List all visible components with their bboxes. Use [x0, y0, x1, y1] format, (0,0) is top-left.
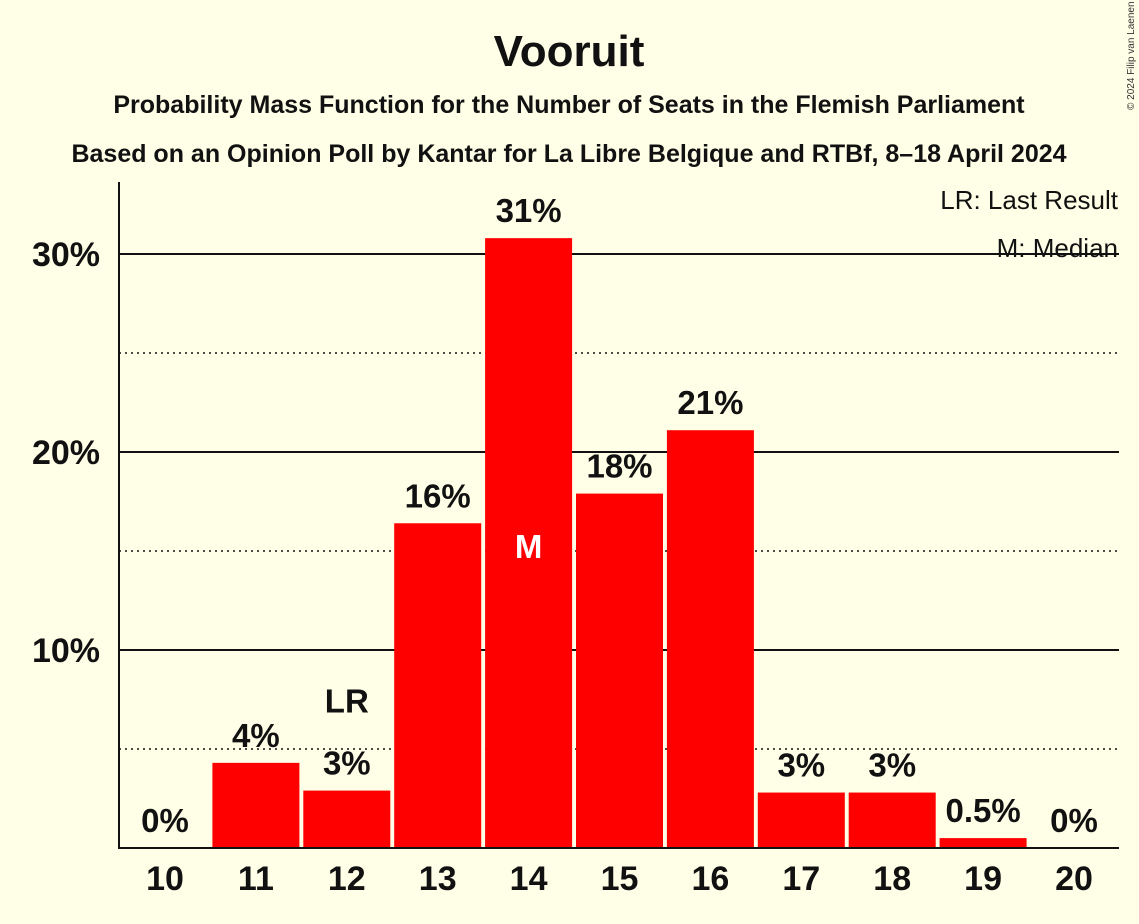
- bar-18: [848, 792, 936, 848]
- x-tick-label: 19: [964, 860, 1002, 898]
- x-tick-label: 15: [601, 860, 639, 898]
- legend-median: M: Median: [997, 233, 1118, 263]
- x-tick-label: 18: [873, 860, 911, 898]
- y-tick-label: 30%: [32, 236, 100, 274]
- data-label: 0.5%: [945, 792, 1020, 829]
- x-tick-label: 16: [691, 860, 729, 898]
- data-label: 0%: [141, 802, 189, 839]
- bar-17: [757, 792, 845, 848]
- y-tick-label: 10%: [32, 632, 100, 670]
- x-tick-label: 11: [238, 860, 274, 898]
- bar-15: [576, 493, 663, 848]
- x-tick-label: 12: [328, 860, 366, 898]
- bars-group: [212, 238, 1027, 848]
- x-tick-label: 17: [782, 860, 820, 898]
- x-tick-label: 10: [146, 860, 184, 898]
- bar-11: [212, 762, 300, 848]
- x-tick-label: 20: [1055, 860, 1093, 898]
- value-labels-group: 0% 4% 3% LR 16% 31% M 18% 21% 3% 3% 0.5% 0%: [141, 192, 1098, 839]
- x-tick-label: 14: [510, 860, 548, 898]
- bar-14: [485, 238, 573, 848]
- last-result-marker: LR: [325, 683, 369, 720]
- median-marker: M: [515, 528, 543, 565]
- data-label: 16%: [405, 477, 471, 514]
- data-label: 21%: [677, 384, 743, 421]
- bar-19: [939, 838, 1027, 848]
- bar-16: [666, 430, 754, 848]
- legend-last-result: LR: Last Result: [940, 185, 1119, 215]
- chart-subtitle-source: Based on an Opinion Poll by Kantar for L…: [71, 140, 1066, 168]
- data-label: 4%: [232, 717, 280, 754]
- bar-12: [303, 790, 391, 848]
- data-label: 3%: [323, 745, 371, 782]
- data-label: 3%: [868, 747, 916, 784]
- data-label: 0%: [1050, 802, 1098, 839]
- copyright-notice: © 2024 Filip van Laenen: [1126, 1, 1137, 110]
- data-label: 31%: [496, 192, 562, 229]
- y-tick-label: 20%: [32, 434, 100, 472]
- x-tick-label: 13: [419, 860, 457, 898]
- chart-title: Vooruit: [494, 27, 645, 76]
- y-axis-ticks: 10% 20% 30%: [32, 236, 100, 670]
- bar-13: [394, 523, 482, 848]
- data-label: 3%: [777, 747, 825, 784]
- x-axis-ticks: 10 11 12 13 14 15 16 17 18 19 20: [146, 860, 1093, 898]
- chart-subtitle: Probability Mass Function for the Number…: [113, 91, 1025, 119]
- data-label: 18%: [586, 448, 652, 485]
